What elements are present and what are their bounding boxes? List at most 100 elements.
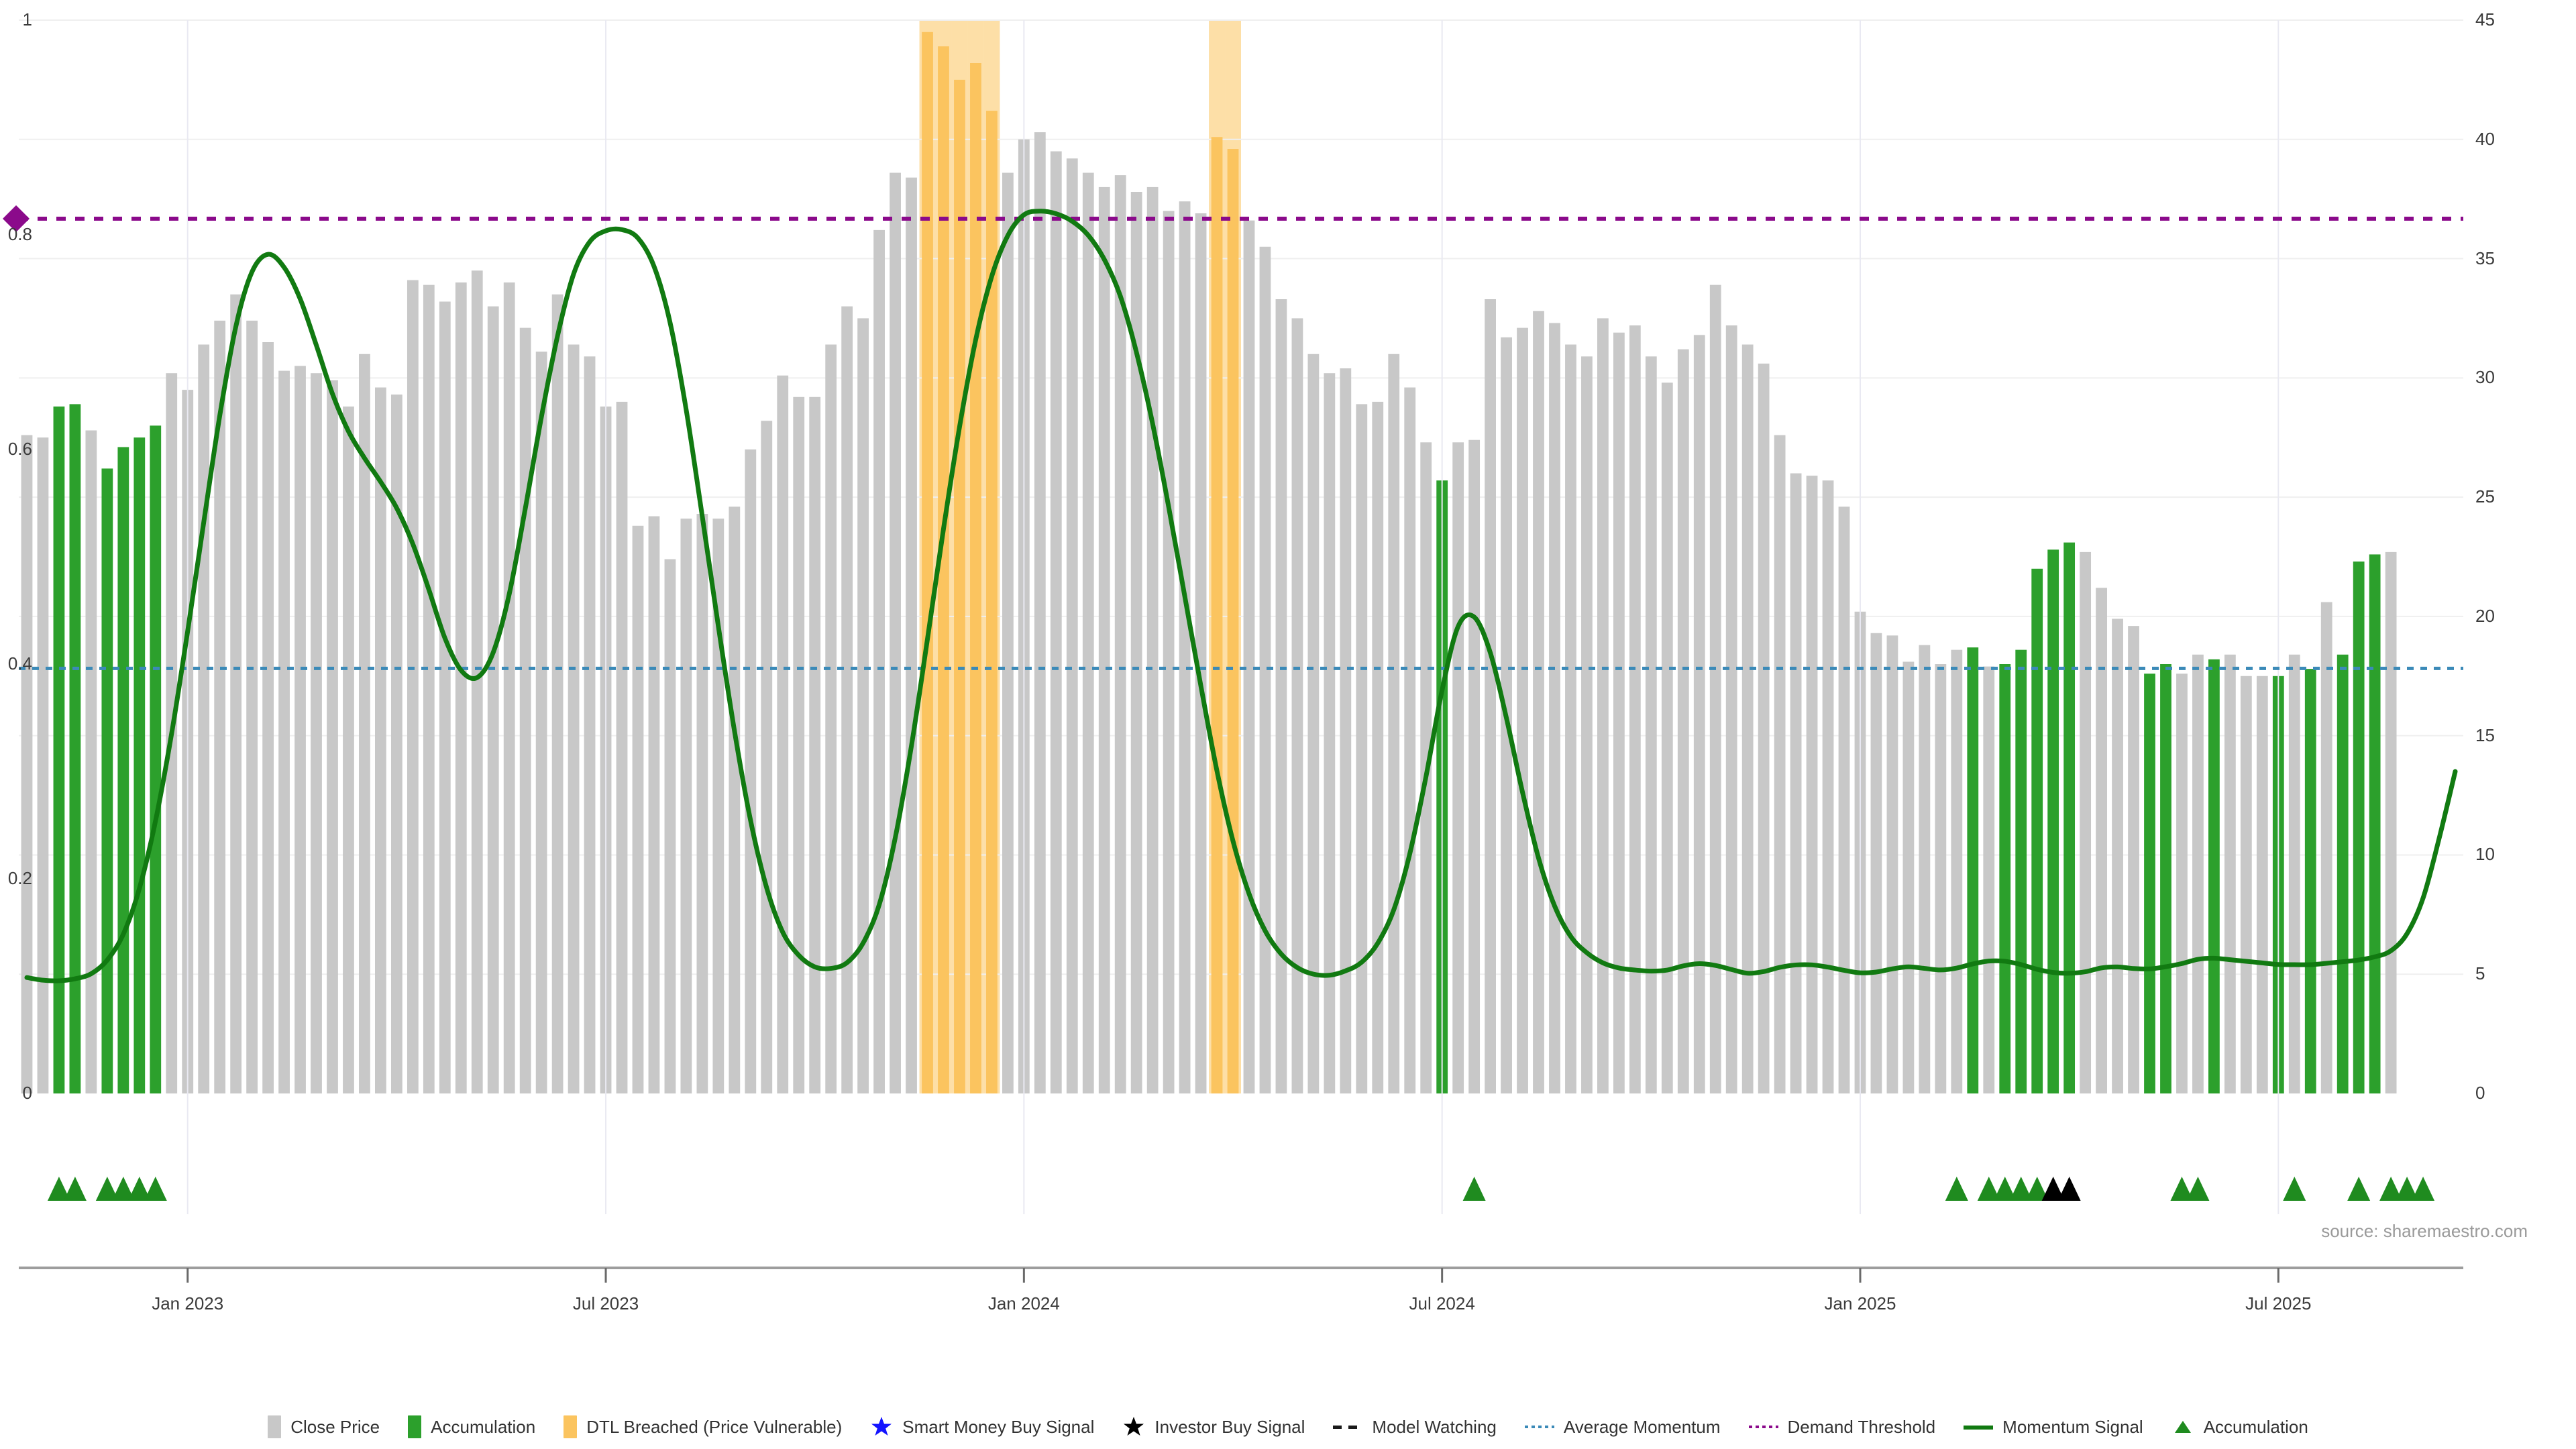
x-axis-tick-label: Jul 2025 bbox=[2245, 1293, 2312, 1313]
bar-grey bbox=[423, 284, 435, 1094]
bar-grey bbox=[1066, 158, 1078, 1094]
bar-grey bbox=[375, 387, 386, 1093]
bar-grey bbox=[1356, 404, 1368, 1093]
legend-item[interactable]: Accumulation bbox=[2171, 1415, 2308, 1438]
bar-grey bbox=[1661, 382, 1673, 1093]
bar-grey bbox=[648, 516, 660, 1093]
right-axis-tick-label: 25 bbox=[2475, 486, 2495, 507]
legend-item[interactable]: Accumulation bbox=[408, 1415, 535, 1438]
accumulation-marker-icon bbox=[2186, 1177, 2210, 1201]
legend-item[interactable]: Model Watching bbox=[1333, 1418, 1497, 1436]
bar-dtl bbox=[1227, 149, 1239, 1093]
legend-item[interactable]: Demand Threshold bbox=[1748, 1418, 1935, 1436]
bar-grey bbox=[1629, 325, 1641, 1094]
bar-grey bbox=[809, 396, 821, 1093]
bar-dtl bbox=[986, 111, 998, 1094]
investor-buy-marker-icon bbox=[2057, 1177, 2081, 1201]
bar-grey bbox=[327, 380, 338, 1093]
bar-grey bbox=[2288, 654, 2300, 1093]
bar-grey bbox=[1179, 201, 1191, 1094]
bar-grey bbox=[1565, 344, 1576, 1093]
bar-dtl bbox=[938, 46, 949, 1094]
bar-grey bbox=[1597, 318, 1609, 1093]
legend-item[interactable]: Investor Buy Signal bbox=[1122, 1415, 1305, 1438]
bar-grey bbox=[873, 229, 885, 1093]
accumulation-marker-icon bbox=[47, 1177, 70, 1201]
bar-grey bbox=[439, 301, 451, 1093]
accumulation-marker-icon bbox=[63, 1177, 87, 1201]
right-axis-tick-label: 20 bbox=[2475, 605, 2495, 626]
legend-item[interactable]: Close Price bbox=[268, 1415, 380, 1438]
bar-grey bbox=[1130, 192, 1142, 1093]
bar-grey bbox=[1886, 635, 1898, 1093]
star-icon-black bbox=[1122, 1415, 1145, 1438]
bar-accum bbox=[117, 447, 129, 1093]
bar-grey bbox=[568, 344, 580, 1093]
accumulation-marker-icon bbox=[1977, 1177, 2000, 1201]
accumulation-marker-icon bbox=[2412, 1177, 2435, 1201]
bar-swatch-grey bbox=[268, 1415, 282, 1438]
legend-item[interactable]: Average Momentum bbox=[1524, 1418, 1721, 1436]
legend-item[interactable]: Smart Money Buy Signal bbox=[870, 1415, 1094, 1438]
legend-item-label: Smart Money Buy Signal bbox=[902, 1417, 1095, 1437]
bar-grey bbox=[1291, 318, 1303, 1093]
bar-grey bbox=[1693, 335, 1705, 1093]
bar-grey bbox=[2112, 619, 2123, 1093]
left-axis-tick-label: 0.4 bbox=[7, 653, 32, 674]
legend-item-label: Accumulation bbox=[431, 1417, 536, 1437]
bar-grey bbox=[1340, 368, 1352, 1093]
bar-grey bbox=[278, 370, 290, 1093]
accumulation-marker-icon bbox=[95, 1177, 119, 1201]
accumulation-marker-icon bbox=[2379, 1177, 2403, 1201]
x-axis-tick-label: Jan 2024 bbox=[987, 1293, 1060, 1313]
right-axis-tick-label: 5 bbox=[2475, 963, 2485, 984]
momentum-signal-line bbox=[24, 209, 2458, 983]
bar-grey bbox=[343, 407, 354, 1093]
bar-grey bbox=[890, 172, 901, 1093]
bar-grey bbox=[246, 321, 258, 1093]
bar-grey bbox=[680, 519, 692, 1093]
bar-grey bbox=[2176, 674, 2188, 1093]
bar-accum bbox=[2304, 669, 2316, 1093]
bar-grey bbox=[85, 430, 97, 1093]
x-axis-tick-label: Jul 2023 bbox=[572, 1293, 639, 1313]
bar-grey bbox=[1774, 435, 1786, 1093]
bar-accum bbox=[101, 468, 113, 1093]
right-axis-tick-label: 45 bbox=[2475, 9, 2495, 30]
chart-canvas bbox=[3, 19, 2463, 1283]
accumulation-marker-icon bbox=[2025, 1177, 2049, 1201]
accumulation-marker-icon bbox=[2009, 1177, 2033, 1201]
accumulation-marker-icon bbox=[2347, 1177, 2371, 1201]
bar-accum bbox=[2337, 654, 2349, 1093]
bar-grey bbox=[359, 354, 370, 1093]
bar-grey bbox=[551, 294, 564, 1093]
accumulation-marker-icon bbox=[1462, 1177, 1486, 1201]
bar-accum bbox=[2047, 549, 2059, 1093]
bar-grey bbox=[1002, 172, 1014, 1093]
bar-grey bbox=[841, 306, 853, 1094]
bar-swatch-orange bbox=[564, 1415, 578, 1438]
bar-grey bbox=[1806, 476, 1818, 1093]
bar-grey bbox=[729, 506, 741, 1093]
legend-item[interactable]: Momentum Signal bbox=[1964, 1418, 2143, 1436]
bar-grey bbox=[584, 356, 596, 1094]
accumulation-marker-icon bbox=[111, 1177, 135, 1201]
legend-item[interactable]: DTL Breached (Price Vulnerable) bbox=[564, 1415, 842, 1438]
bar-grey bbox=[1195, 213, 1207, 1093]
bar-grey bbox=[198, 344, 210, 1093]
accumulation-marker-icon bbox=[1993, 1177, 2017, 1201]
bar-grey bbox=[1517, 327, 1528, 1094]
bar-grey bbox=[1259, 246, 1271, 1093]
x-axis-tick-label: Jul 2024 bbox=[1409, 1293, 1475, 1313]
bar-grey bbox=[1034, 132, 1046, 1094]
bar-accum bbox=[2208, 659, 2220, 1093]
bar-grey bbox=[1163, 211, 1175, 1093]
bar-grey bbox=[471, 270, 483, 1093]
bar-grey bbox=[1082, 172, 1094, 1093]
bar-accum bbox=[1999, 664, 2011, 1093]
bar-grey bbox=[761, 421, 773, 1093]
accumulation-marker-icon bbox=[2396, 1177, 2419, 1201]
x-axis-tick-label: Jan 2025 bbox=[1824, 1293, 1896, 1313]
bar-grey bbox=[1870, 633, 1882, 1093]
left-axis-tick-label: 0.8 bbox=[7, 224, 32, 244]
